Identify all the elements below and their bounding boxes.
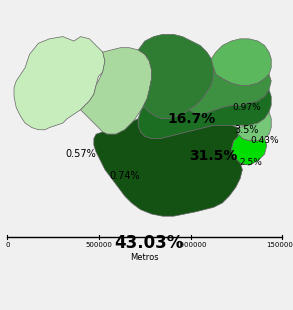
Polygon shape [81,48,151,134]
Text: 0.97%: 0.97% [232,103,261,112]
Polygon shape [231,134,267,165]
Text: 0: 0 [5,242,10,248]
Polygon shape [138,90,271,139]
Text: 0.57%: 0.57% [65,149,96,159]
Polygon shape [14,37,105,130]
Text: 3.5%: 3.5% [235,125,259,135]
Text: 2.5%: 2.5% [240,158,263,167]
Polygon shape [238,112,271,141]
Polygon shape [189,68,271,114]
Text: Metros: Metros [130,253,159,262]
Text: 500000: 500000 [86,242,113,248]
Text: 43.03%: 43.03% [115,234,184,252]
Polygon shape [211,39,271,85]
Text: 31.5%: 31.5% [189,149,238,163]
Text: 1500000: 1500000 [267,242,293,248]
Text: 16.7%: 16.7% [167,112,216,126]
Text: 0.43%: 0.43% [250,136,279,145]
Polygon shape [94,119,242,216]
Text: 1000000: 1000000 [175,242,206,248]
Text: 0.74%: 0.74% [110,171,140,181]
Polygon shape [138,34,214,119]
